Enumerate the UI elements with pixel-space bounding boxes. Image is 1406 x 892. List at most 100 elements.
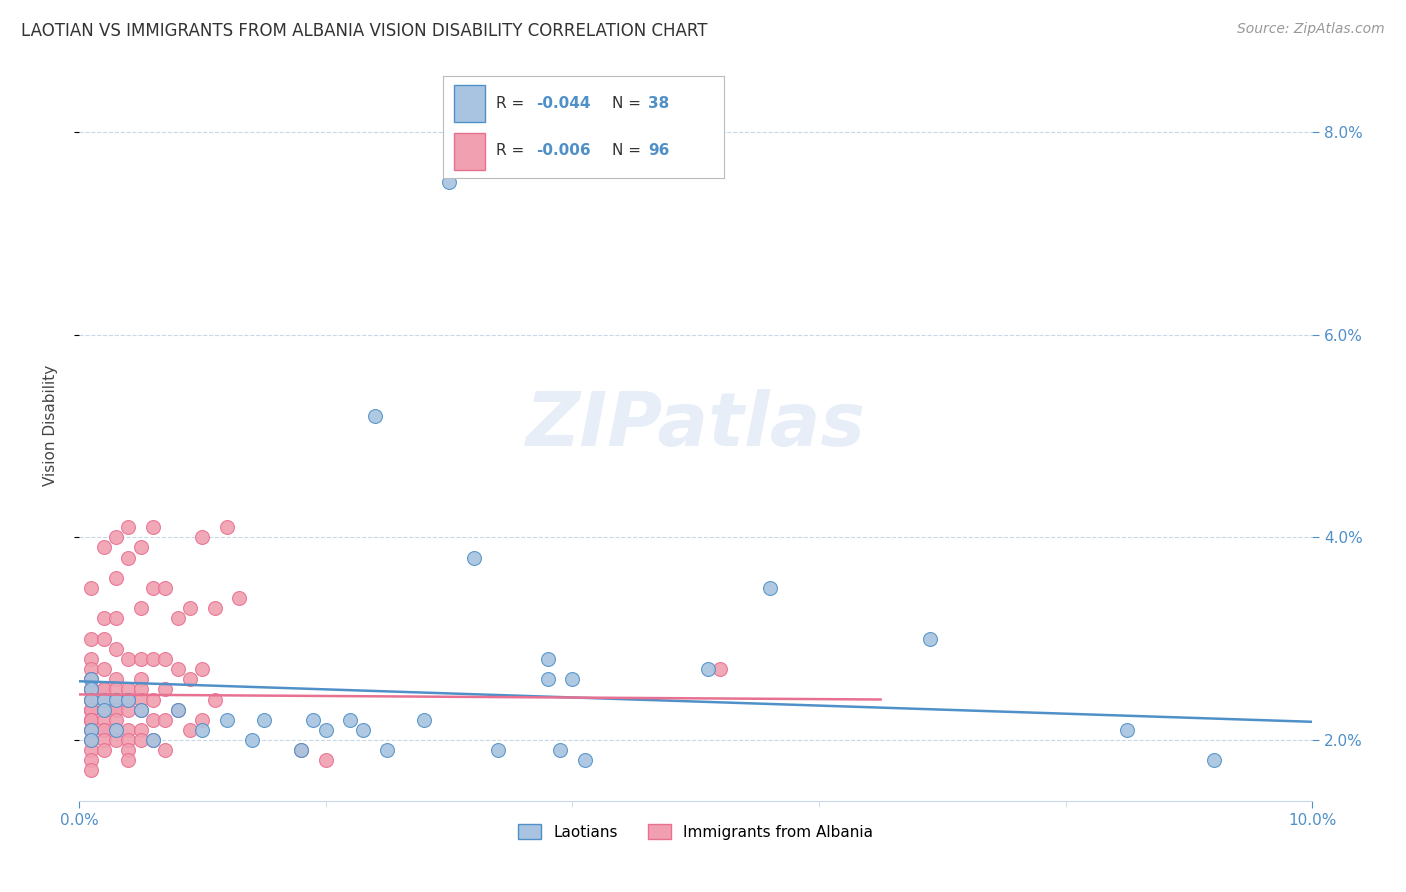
Point [536, 672, 558, 686]
Point [80, 682, 103, 697]
Point [80, 692, 103, 706]
Point [93, 541, 115, 555]
Point [142, 692, 165, 706]
Point [166, 662, 188, 676]
Point [80, 733, 103, 747]
Point [129, 703, 152, 717]
Point [104, 703, 127, 717]
Point [253, 713, 276, 727]
Point [93, 662, 115, 676]
Point [574, 753, 596, 767]
Point [142, 581, 165, 595]
Point [290, 743, 312, 757]
Point [80, 713, 103, 727]
Point [117, 753, 139, 767]
Point [104, 611, 127, 625]
Point [129, 723, 152, 737]
Point [104, 713, 127, 727]
Point [80, 692, 103, 706]
Point [413, 713, 436, 727]
Point [80, 753, 103, 767]
Point [709, 662, 731, 676]
Point [129, 652, 152, 666]
Point [155, 682, 177, 697]
Point [80, 703, 103, 717]
Point [142, 713, 165, 727]
Point [117, 743, 139, 757]
Point [240, 733, 263, 747]
Point [339, 713, 361, 727]
Point [93, 733, 115, 747]
Point [129, 672, 152, 686]
Text: ZIPatlas: ZIPatlas [526, 389, 866, 462]
Point [80, 723, 103, 737]
Point [1202, 753, 1225, 767]
Point [696, 662, 718, 676]
FancyBboxPatch shape [454, 85, 485, 122]
Point [104, 530, 127, 544]
Point [80, 632, 103, 646]
Point [104, 692, 127, 706]
Point [129, 601, 152, 615]
Point [1116, 723, 1139, 737]
Point [758, 581, 780, 595]
Point [191, 662, 214, 676]
Point [561, 672, 583, 686]
Point [536, 652, 558, 666]
Point [93, 682, 115, 697]
Point [104, 641, 127, 656]
Point [364, 409, 387, 423]
Point [93, 723, 115, 737]
Point [93, 692, 115, 706]
Point [80, 733, 103, 747]
Text: 38: 38 [648, 96, 669, 111]
Point [117, 692, 139, 706]
Text: -0.006: -0.006 [536, 144, 591, 158]
Point [463, 550, 485, 565]
Text: N =: N = [612, 144, 645, 158]
Point [117, 733, 139, 747]
Point [80, 703, 103, 717]
Text: LAOTIAN VS IMMIGRANTS FROM ALBANIA VISION DISABILITY CORRELATION CHART: LAOTIAN VS IMMIGRANTS FROM ALBANIA VISIO… [21, 22, 707, 40]
Point [155, 581, 177, 595]
Point [93, 632, 115, 646]
Point [204, 692, 226, 706]
Point [104, 733, 127, 747]
Point [302, 713, 325, 727]
Point [215, 713, 238, 727]
Point [80, 672, 103, 686]
Point [80, 703, 103, 717]
Point [117, 692, 139, 706]
Point [93, 692, 115, 706]
Point [93, 703, 115, 717]
Point [80, 692, 103, 706]
Point [104, 723, 127, 737]
Point [117, 682, 139, 697]
Point [104, 682, 127, 697]
Point [204, 601, 226, 615]
Point [93, 743, 115, 757]
Point [155, 652, 177, 666]
Y-axis label: Vision Disability: Vision Disability [44, 365, 58, 486]
Point [142, 652, 165, 666]
Point [191, 713, 214, 727]
Text: 96: 96 [648, 144, 669, 158]
Legend: Laotians, Immigrants from Albania: Laotians, Immigrants from Albania [512, 818, 879, 846]
Point [179, 723, 201, 737]
Text: N =: N = [612, 96, 645, 111]
Point [80, 692, 103, 706]
Point [142, 520, 165, 534]
Point [918, 632, 941, 646]
Point [117, 652, 139, 666]
Point [179, 601, 201, 615]
Point [93, 682, 115, 697]
Point [228, 591, 250, 606]
Point [117, 723, 139, 737]
Point [375, 743, 398, 757]
Point [104, 703, 127, 717]
Point [191, 723, 214, 737]
Point [93, 703, 115, 717]
Point [486, 743, 509, 757]
Point [129, 541, 152, 555]
Point [129, 733, 152, 747]
